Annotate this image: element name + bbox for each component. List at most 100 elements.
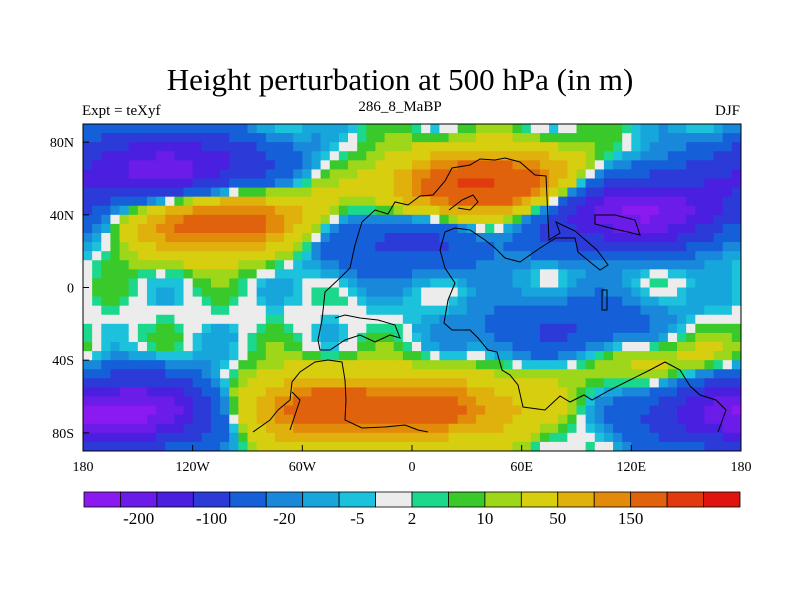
field-cell (311, 378, 322, 389)
field-cell (686, 133, 696, 143)
field-cell (585, 342, 596, 352)
field-cell (695, 296, 706, 307)
field-cell (302, 432, 313, 443)
colorbar-label: 50 (549, 509, 566, 528)
field-cell (274, 187, 285, 198)
field-cell (466, 242, 477, 252)
field-cell (567, 351, 578, 361)
field-cell (165, 251, 175, 261)
field-cell (503, 124, 514, 134)
field-cell (695, 342, 706, 352)
field-cell (677, 305, 687, 316)
field-cell (521, 332, 532, 343)
field-cell (375, 233, 386, 243)
field-cell (311, 205, 322, 216)
field-cell (366, 332, 377, 343)
field-cell (558, 432, 568, 443)
field-cell (119, 178, 130, 189)
field-cell (375, 360, 386, 370)
field-cell (722, 360, 733, 370)
colorbar-swatch (520, 491, 559, 508)
field-cell (704, 251, 715, 261)
field-cell (338, 360, 349, 370)
field-cell (119, 351, 130, 361)
field-cell (475, 351, 486, 361)
field-cell (475, 342, 486, 352)
field-cell (293, 396, 303, 407)
field-cell (229, 323, 239, 334)
field-cell (649, 423, 660, 434)
field-cell (119, 124, 130, 134)
field-cell (110, 323, 121, 334)
field-cell (549, 369, 559, 379)
field-cell (238, 287, 249, 298)
field-cell (722, 187, 733, 198)
field-cell (119, 342, 130, 352)
field-cell (110, 133, 121, 143)
field-cell (704, 269, 715, 280)
field-cell (667, 405, 678, 416)
field-cell (247, 296, 258, 307)
field-cell (567, 432, 578, 443)
field-cell (695, 405, 706, 416)
field-cell (92, 332, 102, 343)
field-cell (256, 223, 267, 234)
field-cell (220, 405, 230, 416)
field-cell (174, 242, 185, 252)
field-cell (503, 223, 514, 234)
field-cell (567, 342, 578, 352)
field-cell (83, 351, 93, 361)
field-cell (119, 369, 130, 379)
field-cell (713, 423, 724, 434)
field-cell (220, 205, 230, 216)
field-cell (119, 305, 130, 316)
field-cell (412, 342, 422, 352)
field-cell (704, 332, 715, 343)
field-cell (430, 396, 441, 407)
field-cell (92, 287, 102, 298)
field-cell (238, 133, 249, 143)
field-cell (311, 387, 322, 398)
field-cell (576, 242, 587, 252)
field-cell (558, 351, 568, 361)
field-cell (549, 332, 559, 343)
field-cell (457, 169, 468, 180)
field-cell (713, 233, 724, 243)
field-cell (521, 260, 532, 270)
field-cell (83, 396, 93, 407)
field-cell (165, 169, 175, 180)
field-cell (384, 323, 395, 334)
field-cell (622, 396, 632, 407)
field-cell (475, 142, 486, 152)
field-cell (274, 278, 285, 289)
field-cell (649, 314, 660, 325)
field-cell (603, 251, 614, 261)
field-cell (247, 360, 258, 370)
field-cell (622, 124, 632, 134)
field-cell (293, 205, 303, 216)
field-cell (594, 405, 605, 416)
field-cell (430, 223, 441, 234)
field-cell (220, 251, 230, 261)
field-cell (83, 269, 93, 280)
field-cell (229, 124, 239, 134)
field-cell (613, 178, 623, 189)
field-cell (156, 124, 166, 134)
field-cell (183, 124, 194, 134)
field-cell (558, 441, 568, 451)
field-cell (238, 187, 249, 198)
field-cell (549, 187, 559, 198)
field-cell (539, 314, 550, 325)
field-cell (293, 387, 303, 398)
field-cell (439, 396, 450, 407)
lat-tick-label: 40S (52, 354, 74, 369)
field-cell (430, 178, 441, 189)
field-cell (247, 378, 258, 389)
field-cell (695, 378, 706, 389)
field-cell (667, 396, 678, 407)
field-cell (503, 351, 514, 361)
field-cell (366, 287, 377, 298)
field-cell (265, 251, 276, 261)
field-cell (466, 323, 477, 334)
field-cell (539, 441, 550, 451)
